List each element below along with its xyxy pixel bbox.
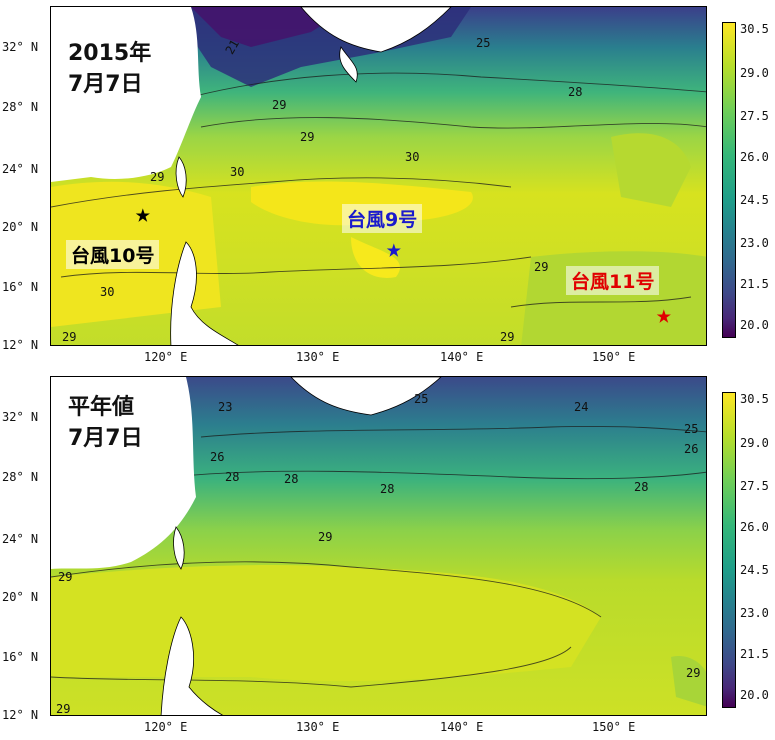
title-line-year: 2015年 — [68, 41, 152, 66]
colorbar-label: 23.0 — [740, 236, 769, 250]
contour-label: 29 — [150, 170, 165, 184]
colorbar-label: 20.0 — [740, 688, 769, 702]
lon-tick: 150° E — [592, 350, 636, 364]
lat-tick: 24° N — [2, 532, 39, 546]
colorbar — [722, 392, 736, 708]
contour-label: 29 — [62, 330, 77, 344]
colorbar-label: 24.5 — [740, 563, 769, 577]
colorbar-label: 26.0 — [740, 150, 769, 164]
title-line-date: 7月7日 — [68, 72, 143, 97]
lat-tick: 32° N — [2, 410, 39, 424]
contour-label: 30 — [230, 165, 245, 179]
typhoon-10-star-icon: ★ — [135, 199, 151, 229]
colorbar-label: 20.0 — [740, 318, 769, 332]
lon-tick: 140° E — [440, 350, 484, 364]
lon-tick: 130° E — [296, 350, 340, 364]
contour-label: 29 — [500, 330, 515, 344]
contour-label: 28 — [568, 85, 583, 99]
typhoon-9-star-icon: ★ — [386, 234, 402, 264]
contour-label: 29 — [534, 260, 549, 274]
sst-field-normal — [51, 377, 706, 715]
contour-label: 25 — [476, 36, 491, 50]
lon-tick: 140° E — [440, 720, 484, 734]
colorbar-label: 21.5 — [740, 277, 769, 291]
colorbar-label: 29.0 — [740, 66, 769, 80]
contour-label: 25 — [414, 392, 429, 406]
colorbar-label: 21.5 — [740, 647, 769, 661]
contour-label: 23 — [218, 400, 233, 414]
contour-label: 29 — [686, 666, 701, 680]
contour-label: 29 — [300, 130, 315, 144]
contour-label: 29 — [58, 570, 73, 584]
contour-label: 26 — [684, 442, 699, 456]
colorbar-label: 30.5 — [740, 22, 769, 36]
colorbar-label: 27.5 — [740, 109, 769, 123]
contour-label: 28 — [634, 480, 649, 494]
colorbar-label: 27.5 — [740, 479, 769, 493]
lat-tick: 12° N — [2, 338, 39, 352]
typhoon-11-star-icon: ★ — [656, 300, 672, 330]
contour-label: 29 — [56, 702, 71, 716]
panel-title: 2015年 7月7日 — [62, 36, 158, 102]
contour-label: 24 — [574, 400, 589, 414]
contour-label: 26 — [210, 450, 225, 464]
typhoon-10-label: 台風10号 — [66, 240, 160, 269]
contour-label: 28 — [284, 472, 299, 486]
colorbar-label: 26.0 — [740, 520, 769, 534]
panel-2015: 21 25 28 29 29 30 30 29 29 30 29 29 2015… — [2, 6, 769, 364]
colorbar-label: 24.5 — [740, 193, 769, 207]
colorbar — [722, 22, 736, 338]
contour-label: 28 — [225, 470, 240, 484]
contour-label: 28 — [380, 482, 395, 496]
lat-tick: 28° N — [2, 100, 39, 114]
lat-tick: 20° N — [2, 590, 39, 604]
colorbar-label: 30.5 — [740, 392, 769, 406]
lat-tick: 16° N — [2, 280, 39, 294]
contour-label: 29 — [272, 98, 287, 112]
contour-label: 25 — [684, 422, 699, 436]
contour-label: 30 — [405, 150, 420, 164]
sst-map-normal — [50, 376, 707, 716]
lat-tick: 32° N — [2, 40, 39, 54]
panel-title: 平年値 7月7日 — [62, 390, 149, 456]
colorbar-label: 23.0 — [740, 606, 769, 620]
title-line-label: 平年値 — [68, 395, 135, 420]
lon-tick: 130° E — [296, 720, 340, 734]
colorbar-label: 29.0 — [740, 436, 769, 450]
typhoon-11-label: 台風11号 — [566, 266, 660, 295]
lat-tick: 12° N — [2, 708, 39, 722]
lat-tick: 24° N — [2, 162, 39, 176]
lon-tick: 120° E — [144, 350, 188, 364]
title-line-date: 7月7日 — [68, 426, 143, 451]
contour-label: 30 — [100, 285, 115, 299]
lon-tick: 120° E — [144, 720, 188, 734]
typhoon-9-label: 台風9号 — [342, 204, 423, 233]
lat-tick: 20° N — [2, 220, 39, 234]
contour-label: 29 — [318, 530, 333, 544]
panel-normal: 23 25 24 25 26 26 28 28 28 28 29 29 29 2… — [0, 370, 775, 740]
lon-tick: 150° E — [592, 720, 636, 734]
lat-tick: 28° N — [2, 470, 39, 484]
lat-tick: 16° N — [2, 650, 39, 664]
